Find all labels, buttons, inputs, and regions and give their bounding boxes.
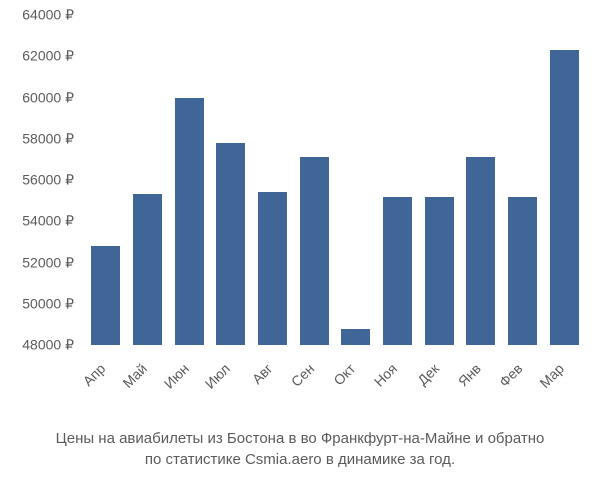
x-tick-label: Июн — [161, 360, 192, 391]
x-tick-label: Ноя — [371, 360, 400, 389]
plot-area — [85, 15, 585, 345]
bar — [425, 197, 454, 346]
chart-caption: Цены на авиабилеты из Бостона в во Франк… — [0, 428, 600, 470]
y-tick-label: 60000 ₽ — [22, 89, 74, 106]
caption-line-2: по статистике Csmia.aero в динамике за г… — [0, 449, 600, 470]
y-tick-label: 56000 ₽ — [22, 172, 74, 189]
bar — [466, 157, 495, 345]
bar — [175, 98, 204, 346]
y-tick-label: 48000 ₽ — [22, 337, 74, 354]
x-axis: АпрМайИюнИюлАвгСенОктНояДекЯнвФевМар — [85, 348, 585, 418]
x-tick-label: Июл — [202, 360, 233, 391]
caption-line-1: Цены на авиабилеты из Бостона в во Франк… — [0, 428, 600, 449]
y-axis: 48000 ₽50000 ₽52000 ₽54000 ₽56000 ₽58000… — [0, 15, 82, 345]
y-tick-label: 58000 ₽ — [22, 130, 74, 147]
bar — [300, 157, 329, 345]
x-tick-label: Апр — [80, 360, 109, 389]
bar-chart — [85, 15, 585, 385]
x-tick-label: Мар — [536, 360, 567, 391]
bar — [91, 246, 120, 345]
y-tick-label: 54000 ₽ — [22, 213, 74, 230]
bar — [216, 143, 245, 345]
bar — [508, 197, 537, 346]
x-tick-label: Фев — [496, 360, 526, 390]
bar — [341, 329, 370, 346]
x-tick-label: Окт — [331, 360, 359, 388]
y-tick-label: 52000 ₽ — [22, 254, 74, 271]
x-tick-label: Авг — [248, 360, 275, 387]
y-tick-label: 64000 ₽ — [22, 7, 74, 24]
y-tick-label: 62000 ₽ — [22, 48, 74, 65]
bar — [258, 192, 287, 345]
x-tick-label: Янв — [454, 360, 483, 389]
x-tick-label: Май — [119, 360, 150, 391]
x-tick-label: Дек — [414, 360, 442, 388]
y-tick-label: 50000 ₽ — [22, 295, 74, 312]
bar — [133, 194, 162, 345]
bar — [383, 197, 412, 346]
x-tick-label: Сен — [287, 360, 316, 389]
bar — [550, 50, 579, 345]
